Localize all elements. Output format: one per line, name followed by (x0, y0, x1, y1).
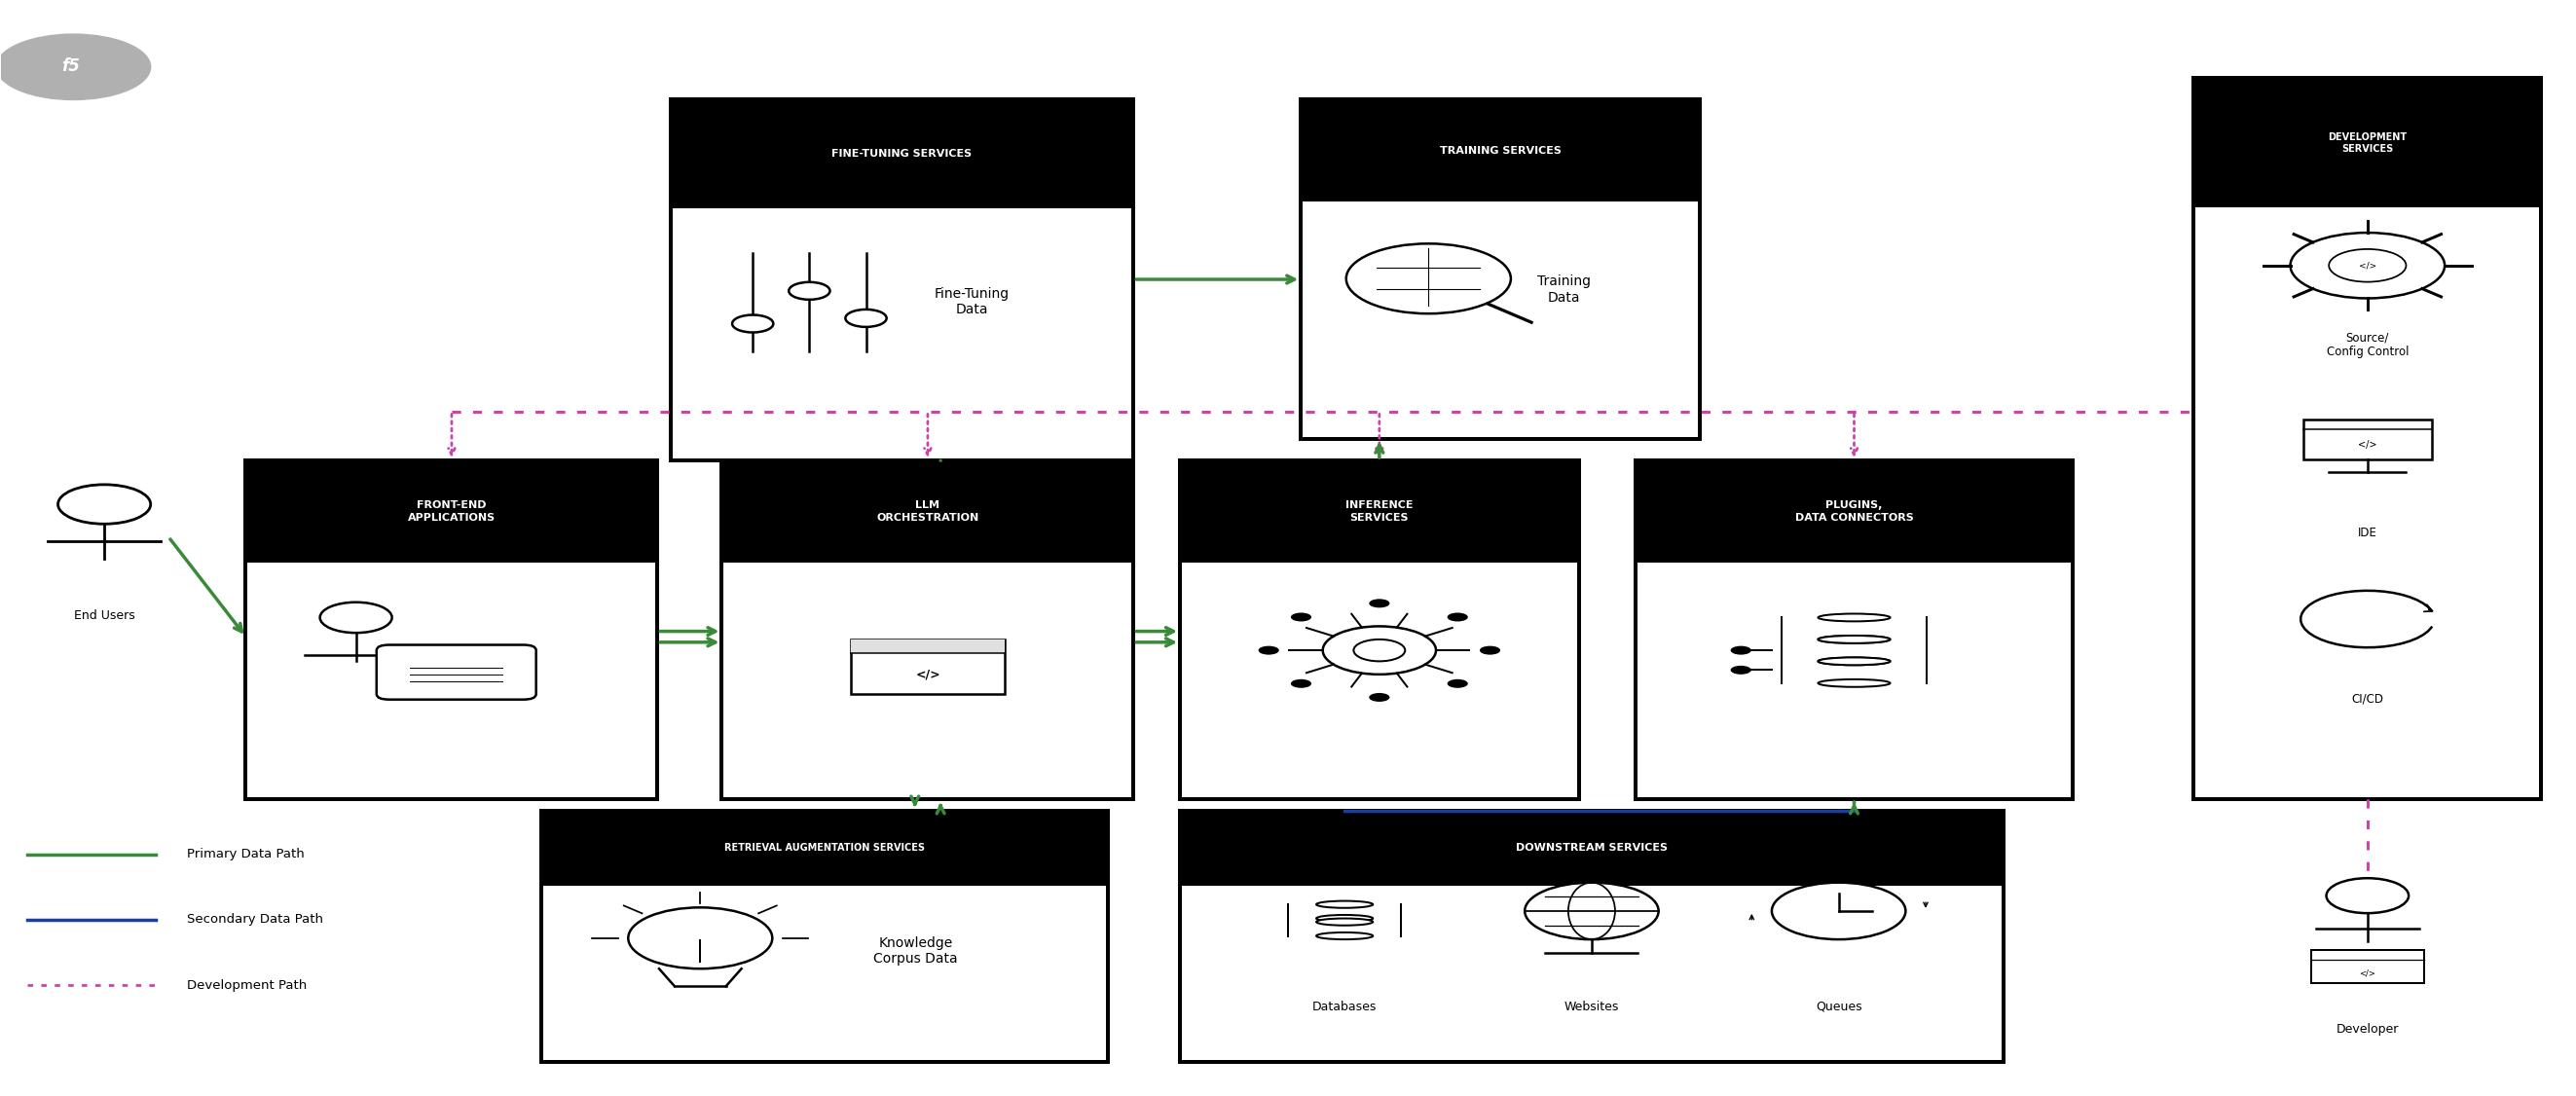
Bar (541, 810, 1108, 1062)
Text: INFERENCE
SERVICES: INFERENCE SERVICES (1345, 501, 1414, 523)
Bar (1180, 810, 2004, 886)
Ellipse shape (1316, 918, 1373, 925)
Text: Secondary Data Path: Secondary Data Path (185, 913, 322, 926)
Text: Fine-Tuning
Data: Fine-Tuning Data (935, 287, 1010, 317)
Circle shape (1291, 613, 1311, 621)
Bar (850, 639, 1005, 653)
Text: PLUGINS,
DATA CONNECTORS: PLUGINS, DATA CONNECTORS (1795, 501, 1914, 523)
Bar (1301, 100, 1700, 202)
Text: Source/
Config Control: Source/ Config Control (2326, 331, 2409, 358)
Bar (541, 810, 1108, 1062)
Text: CI/CD: CI/CD (2352, 692, 2383, 705)
Bar (1636, 460, 2074, 799)
Text: Training
Data: Training Data (1538, 275, 1592, 305)
Text: Queues: Queues (1816, 1001, 1862, 1013)
Ellipse shape (1819, 636, 1891, 643)
Bar (1301, 100, 1700, 438)
Ellipse shape (1316, 933, 1373, 939)
Circle shape (1368, 598, 1388, 607)
Text: Websites: Websites (1564, 1001, 1620, 1013)
Ellipse shape (1316, 915, 1373, 922)
Bar (1783, 639, 1927, 661)
Bar (721, 460, 1133, 799)
Circle shape (1260, 646, 1280, 654)
Bar (2195, 78, 2540, 208)
Circle shape (788, 282, 829, 299)
Text: FRONT-END
APPLICATIONS: FRONT-END APPLICATIONS (407, 501, 495, 523)
Ellipse shape (1819, 658, 1891, 665)
Bar (2195, 78, 2540, 799)
Circle shape (732, 315, 773, 332)
Circle shape (1525, 882, 1659, 939)
Text: FINE-TUNING SERVICES: FINE-TUNING SERVICES (832, 149, 971, 159)
Text: Databases: Databases (1311, 1001, 1378, 1013)
Text: LLM
ORCHESTRATION: LLM ORCHESTRATION (876, 501, 979, 523)
Bar (1288, 918, 1401, 936)
Bar (850, 639, 1005, 694)
Text: TRAINING SERVICES: TRAINING SERVICES (1440, 146, 1561, 156)
Circle shape (1731, 646, 1752, 654)
Ellipse shape (1819, 614, 1891, 621)
Ellipse shape (1316, 901, 1373, 907)
Text: RETRIEVAL AUGMENTATION SERVICES: RETRIEVAL AUGMENTATION SERVICES (724, 843, 925, 853)
Text: </>: </> (2357, 441, 2378, 450)
Text: </>: </> (2360, 969, 2375, 978)
Bar (721, 460, 1133, 562)
Circle shape (1772, 882, 1906, 939)
Text: Developer: Developer (2336, 1023, 2398, 1036)
Bar (541, 810, 1108, 886)
Bar (1180, 810, 2004, 1062)
Bar (2311, 950, 2424, 983)
Bar (1636, 460, 2074, 562)
Bar (1180, 460, 1579, 799)
Bar (1180, 810, 2004, 1062)
Ellipse shape (1819, 680, 1891, 687)
Circle shape (1368, 693, 1388, 701)
Text: End Users: End Users (75, 609, 134, 623)
Circle shape (1448, 613, 1468, 621)
Text: DEVELOPMENT
SERVICES: DEVELOPMENT SERVICES (2329, 132, 2406, 153)
Bar (1180, 460, 1579, 562)
Bar (245, 460, 657, 799)
Text: Knowledge
Corpus Data: Knowledge Corpus Data (873, 936, 958, 966)
Circle shape (0, 34, 149, 100)
Circle shape (1291, 680, 1311, 688)
Bar (670, 100, 1133, 460)
Circle shape (845, 309, 886, 327)
Text: </>: </> (914, 669, 940, 682)
Bar (670, 100, 1133, 208)
Text: f5: f5 (62, 57, 80, 75)
Bar (1301, 100, 1700, 438)
Bar (245, 460, 657, 562)
Ellipse shape (1819, 636, 1891, 643)
Text: Development Path: Development Path (185, 979, 307, 992)
Bar (1180, 460, 1579, 799)
Bar (721, 460, 1133, 799)
Circle shape (1479, 646, 1499, 654)
Bar (1288, 904, 1401, 922)
Bar (1783, 661, 1927, 683)
Bar (670, 100, 1133, 460)
Text: IDE: IDE (2357, 526, 2378, 539)
Bar (1636, 460, 2074, 799)
Bar (1783, 617, 1927, 639)
Bar (2303, 420, 2432, 459)
Bar (2195, 78, 2540, 799)
Circle shape (1448, 680, 1468, 688)
Ellipse shape (1819, 658, 1891, 665)
Circle shape (1731, 665, 1752, 674)
Bar (245, 460, 657, 799)
FancyBboxPatch shape (376, 644, 536, 699)
Text: </>: </> (2360, 261, 2378, 270)
Text: DOWNSTREAM SERVICES: DOWNSTREAM SERVICES (1515, 843, 1667, 853)
Text: Primary Data Path: Primary Data Path (185, 848, 304, 860)
